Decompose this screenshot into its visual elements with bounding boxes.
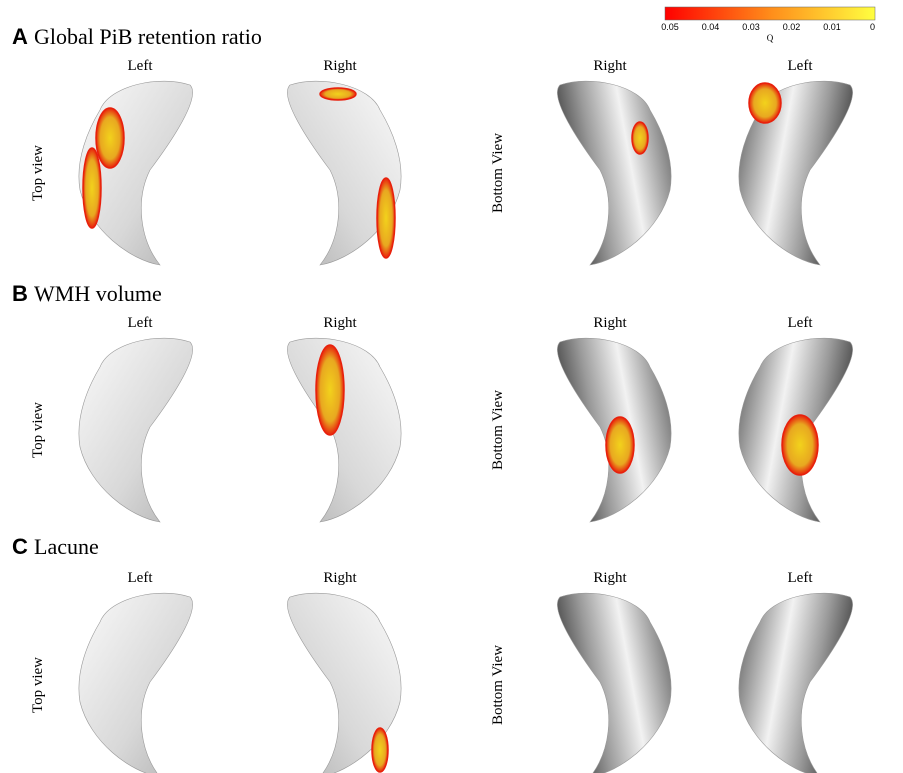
colorbar-tick-label: 0.05 <box>661 22 679 32</box>
column-label: Right <box>323 570 357 586</box>
hippocampus-surface <box>287 593 401 773</box>
significance-cluster <box>83 148 101 228</box>
panel-letter: A <box>12 24 28 49</box>
hippocampus-surface <box>287 81 401 265</box>
row-label: Bottom View <box>490 133 506 213</box>
hippocampus-surface <box>79 81 193 265</box>
hippocampus-surface <box>79 593 193 773</box>
panel-letter: B <box>12 281 28 306</box>
figure: 0.05 0.04 0.03 0.02 0.01 0 Q AGlobal PiB retent… <box>0 0 903 773</box>
significance-cluster <box>377 178 395 258</box>
column-label: Left <box>128 315 154 331</box>
surface <box>79 593 193 773</box>
colorbar-label: Q <box>767 33 774 43</box>
panel-title: Global PiB retention ratio <box>34 24 262 49</box>
colorbar <box>665 7 875 20</box>
hippocampus-surface <box>557 593 671 773</box>
significance-cluster <box>749 83 781 123</box>
column-label: Right <box>593 570 627 586</box>
hippocampus-surface <box>79 338 193 522</box>
hippocampus-surface <box>739 593 853 773</box>
hippocampus-surface <box>557 81 671 265</box>
significance-cluster <box>372 728 388 772</box>
row-label: Top view <box>30 145 46 201</box>
column-label: Left <box>128 570 154 586</box>
significance-cluster <box>96 108 124 168</box>
significance-cluster <box>632 122 648 154</box>
panel-letter: C <box>12 534 28 559</box>
row-label: Bottom View <box>490 390 506 470</box>
surface <box>739 593 853 773</box>
column-label: Left <box>788 570 814 586</box>
surface <box>287 338 401 522</box>
row-label: Top view <box>30 402 46 458</box>
column-label: Right <box>593 315 627 331</box>
colorbar-tick-label: 0.01 <box>823 22 841 32</box>
column-label: Left <box>788 58 814 74</box>
hippocampus-surface <box>739 81 853 265</box>
significance-cluster <box>606 417 634 473</box>
panel-title: Lacune <box>34 534 99 559</box>
surface <box>79 338 193 522</box>
column-label: Left <box>128 58 154 74</box>
column-label: Right <box>323 58 357 74</box>
significance-cluster <box>316 345 344 435</box>
colorbar-tick-label: 0.04 <box>702 22 720 32</box>
significance-cluster <box>320 88 356 100</box>
column-label: Left <box>788 315 814 331</box>
surface <box>557 593 671 773</box>
column-label: Right <box>323 315 357 331</box>
hippocampus-surface <box>739 338 853 522</box>
colorbar-tick-label: 0.02 <box>783 22 801 32</box>
panel-title: WMH volume <box>34 281 162 306</box>
row-label: Top view <box>30 657 46 713</box>
column-label: Right <box>593 58 627 74</box>
colorbar-tick-label: 0 <box>870 22 875 32</box>
hippocampus-surface <box>557 338 671 522</box>
surface <box>557 81 671 265</box>
body: 0.05 0.04 0.03 0.02 0.01 0 Q AGlobal PiB retent… <box>0 0 903 773</box>
colorbar-tick-label: 0.03 <box>742 22 760 32</box>
hippocampus-surface <box>287 338 401 522</box>
significance-cluster <box>782 415 818 475</box>
row-label: Bottom View <box>490 645 506 725</box>
page: {"colorbar": {"ticks": ["0.05", "0.04", … <box>0 0 903 773</box>
